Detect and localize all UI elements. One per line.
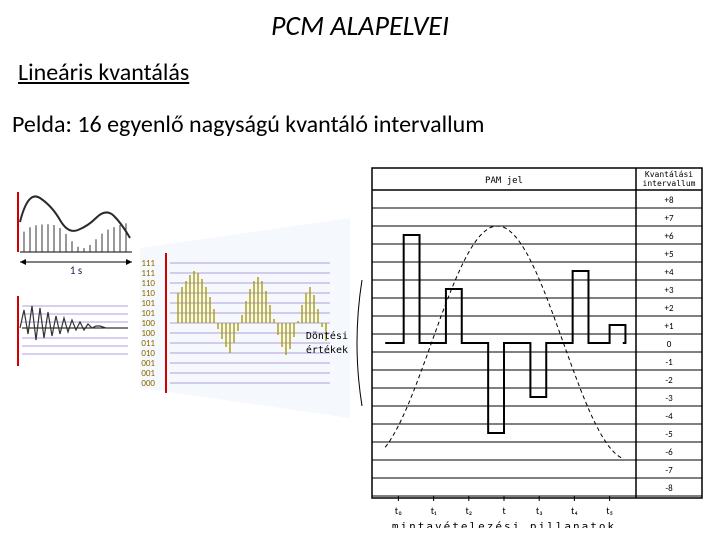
svg-text:+5: +5 [664,249,673,260]
svg-text:+2: +2 [664,303,673,314]
svg-text:+1: +1 [664,321,673,332]
svg-text:t₄: t₄ [571,504,578,517]
svg-text:-2: -2 [665,375,673,386]
svg-text:+4: +4 [664,267,673,278]
svg-text:t₅: t₅ [606,504,613,517]
figures-area: 1111111101101011011001000110100010010001… [0,158,720,528]
svg-text:t₁: t₁ [431,504,437,517]
svg-text:0: 0 [667,339,672,350]
svg-text:intervallum: intervallum [643,179,696,188]
right-figure: PAM jel Kvantálásiintervallum +8 +7 +6 +5 +4 +3… [0,158,720,528]
page-title: PCM ALAPELVEI [0,8,720,43]
svg-text:Döntési: Döntési [306,330,348,342]
svg-text:t: t [502,504,506,517]
svg-text:+8: +8 [664,195,673,206]
example-text: Pelda: 16 egyenlő nagyságú kvantáló inte… [12,110,484,139]
svg-text:-1: -1 [665,357,673,368]
svg-text:PAM jel: PAM jel [485,176,523,186]
svg-text:+6: +6 [664,231,673,242]
svg-text:-8: -8 [665,483,673,494]
svg-text:-4: -4 [665,411,673,422]
svg-text:t₃: t₃ [536,504,543,517]
svg-text:Kvantálási: Kvantálási [645,170,693,179]
svg-text:-6: -6 [665,447,673,458]
svg-text:t₂: t₂ [465,504,472,517]
svg-text:-7: -7 [665,465,673,476]
svg-text:értékek: értékek [306,344,348,356]
svg-text:+7: +7 [664,213,673,224]
svg-text:-3: -3 [665,393,673,404]
svg-text:-5: -5 [665,429,673,440]
svg-text:t₀: t₀ [395,504,402,517]
svg-text:+3: +3 [664,285,673,296]
svg-text:mintavételezési pillanatok: mintavételezési pillanatok [392,520,616,528]
subtitle: Lineáris kvantálás [18,58,189,87]
